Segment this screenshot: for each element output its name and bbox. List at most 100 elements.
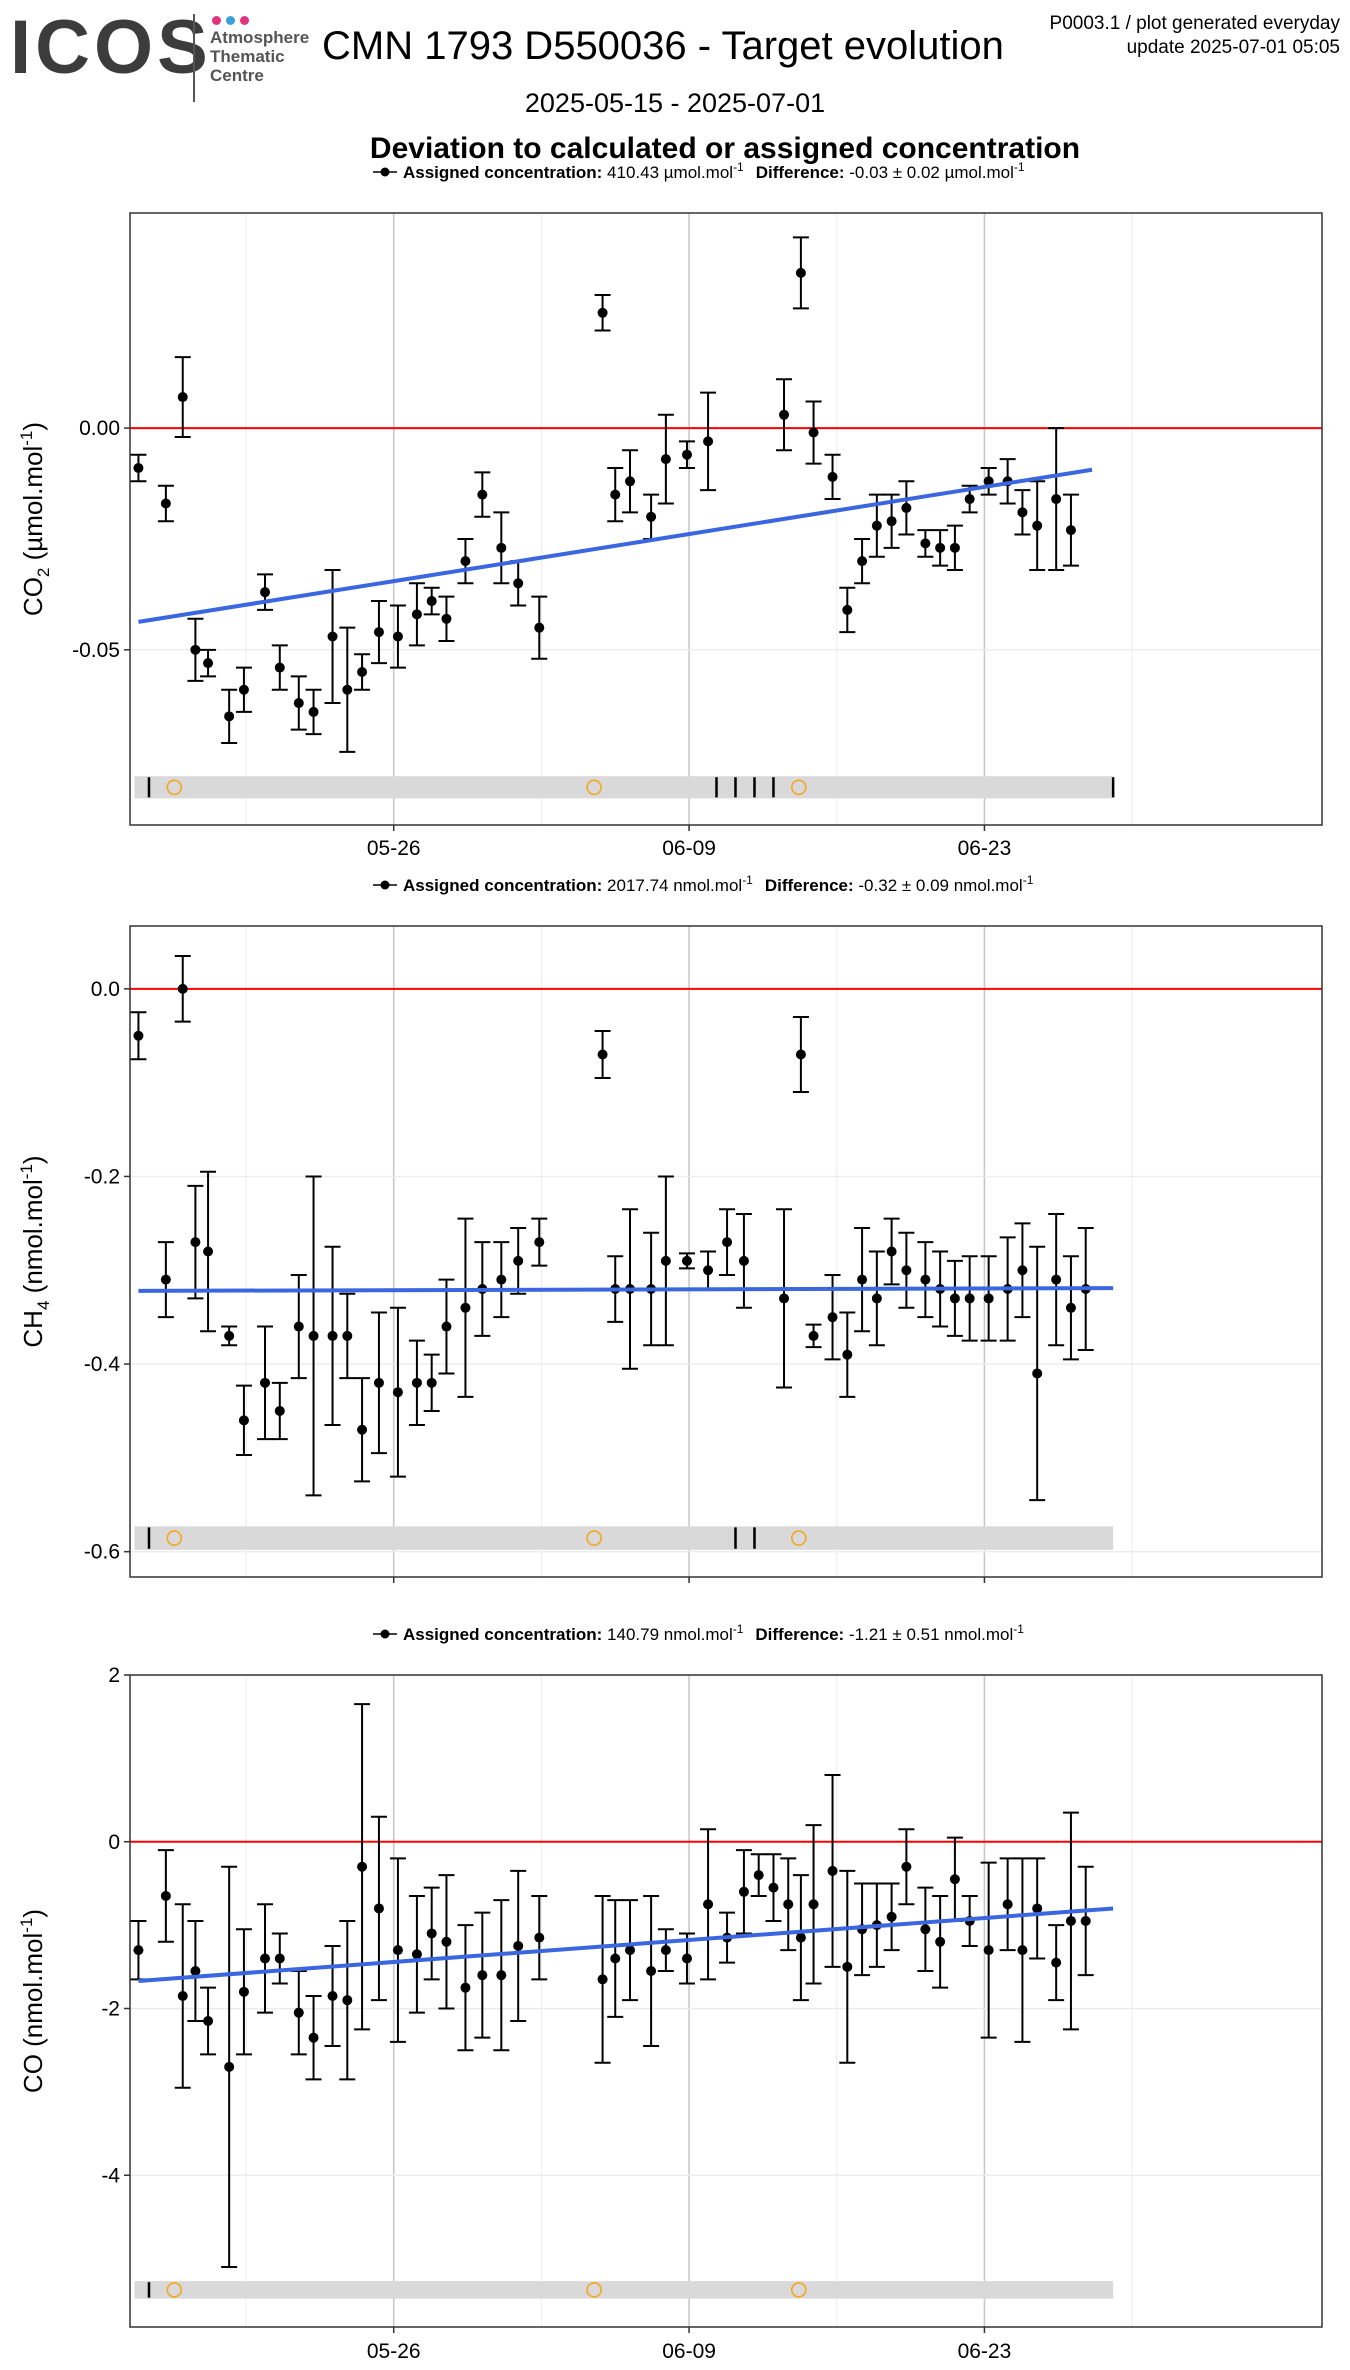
data-point — [768, 1882, 779, 1893]
band-circle-icon — [166, 779, 183, 796]
legend-diff-label: Difference: — [755, 1625, 844, 1644]
generation-info-line-2: update 2025-07-01 05:05 — [1126, 37, 1340, 58]
y-axis-label: CO2 (µmol.mol-1) — [17, 422, 53, 616]
data-point — [1051, 494, 1062, 505]
data-point — [293, 1321, 304, 1332]
data-point — [190, 644, 201, 655]
data-point — [1065, 1915, 1076, 1926]
data-point — [327, 631, 338, 642]
data-point — [886, 516, 897, 527]
data-point — [935, 542, 946, 553]
data-point — [1032, 520, 1043, 531]
legend-diff-value: -0.03 ± 0.02 µmol.mol — [845, 163, 1014, 182]
y-tick-label: -4 — [101, 2164, 120, 2187]
data-point — [646, 511, 657, 522]
data-point — [373, 1377, 384, 1388]
data-point — [920, 538, 931, 549]
y-axis-label-sub: 2 — [34, 568, 53, 577]
legend-text: Assigned concentration: 2017.74 nmol.mol… — [403, 873, 1034, 895]
data-point — [426, 1928, 437, 1939]
data-point — [779, 409, 790, 420]
data-point — [738, 1255, 749, 1266]
y-tick-label: 0 — [108, 1831, 120, 1854]
data-point — [597, 1974, 608, 1985]
data-point — [779, 1293, 790, 1304]
data-point — [886, 1246, 897, 1257]
legend-value: 2017.74 nmol.mol — [602, 876, 742, 895]
data-point — [513, 1255, 524, 1266]
data-point — [203, 2016, 214, 2027]
plot-panel — [130, 926, 1322, 1577]
data-point — [411, 609, 422, 620]
band-circle-icon — [586, 1530, 602, 1546]
data-point — [722, 1237, 733, 1248]
data-point — [795, 1932, 806, 1943]
data-point — [260, 1377, 271, 1388]
data-point — [224, 1330, 235, 1341]
data-point — [460, 1982, 471, 1993]
legend-label: Assigned concentration: — [403, 163, 602, 182]
data-point — [357, 1424, 368, 1435]
generation-info: P0003.1 / plot generated everyday update… — [1050, 12, 1340, 60]
data-point — [857, 556, 868, 567]
data-point — [660, 1945, 671, 1956]
ch4-chart: Assigned concentration: 2017.74 nmol.mol… — [17, 873, 1323, 1590]
data-point — [646, 1965, 657, 1976]
data-point — [238, 684, 249, 695]
legend-diff-label: Difference: — [756, 163, 845, 182]
data-point — [935, 1936, 946, 1947]
data-point — [534, 1932, 545, 1943]
logo-dot-1-icon — [212, 16, 221, 25]
legend-point-icon — [380, 880, 390, 890]
y-axis-label-base: CO — [18, 577, 48, 616]
data-point — [901, 1265, 912, 1276]
data-point — [203, 1246, 214, 1257]
band-circle-icon — [586, 2282, 602, 2298]
data-point — [964, 494, 975, 505]
data-point — [308, 1330, 319, 1341]
data-point — [496, 1970, 507, 1981]
data-point — [357, 1861, 368, 1872]
date-range: 2025-05-15 - 2025-07-01 — [524, 88, 826, 118]
data-point — [983, 476, 994, 487]
data-point — [842, 1961, 853, 1972]
y-axis-label: CH4 (nmol.mol-1) — [17, 1155, 53, 1347]
data-point — [964, 1293, 975, 1304]
data-point — [795, 267, 806, 278]
data-point — [133, 463, 144, 473]
co2-chart: Assigned concentration: 410.43 µmol.mol-… — [17, 160, 1323, 860]
data-point — [610, 489, 621, 500]
data-point — [260, 587, 271, 598]
y-tick-label: -0.05 — [72, 639, 120, 662]
plot-border — [129, 212, 1323, 826]
data-point — [477, 489, 488, 500]
legend-diff-sup: -1 — [1013, 1622, 1024, 1636]
data-point — [842, 604, 853, 615]
data-point — [274, 1953, 285, 1964]
data-point — [460, 1302, 471, 1313]
data-point — [496, 1274, 507, 1285]
data-point — [795, 1049, 806, 1060]
data-point — [496, 542, 507, 553]
status-band — [134, 1526, 1114, 1550]
trend-line — [138, 467, 1093, 624]
data-point — [738, 1886, 749, 1897]
data-point — [327, 1990, 338, 2001]
y-tick-label: -0.6 — [84, 1541, 120, 1564]
x-tick-label: 06-23 — [958, 2340, 1012, 2363]
data-point — [460, 556, 471, 567]
legend-point-icon — [380, 1629, 390, 1639]
data-point — [1080, 1915, 1091, 1926]
data-point — [808, 1330, 819, 1341]
data-point — [1017, 507, 1028, 518]
x-tick-label: 06-09 — [662, 1588, 716, 1590]
trend-line — [138, 1906, 1114, 1983]
x-tick-label: 05-26 — [367, 1588, 421, 1590]
y-axis-label-sub: 4 — [34, 1301, 53, 1310]
data-point — [827, 1865, 838, 1876]
data-point — [177, 983, 188, 994]
y-axis-label: CO (nmol.mol-1) — [17, 1909, 48, 2093]
legend-point-icon — [380, 167, 390, 177]
data-point — [357, 667, 368, 677]
data-point — [901, 1861, 912, 1872]
